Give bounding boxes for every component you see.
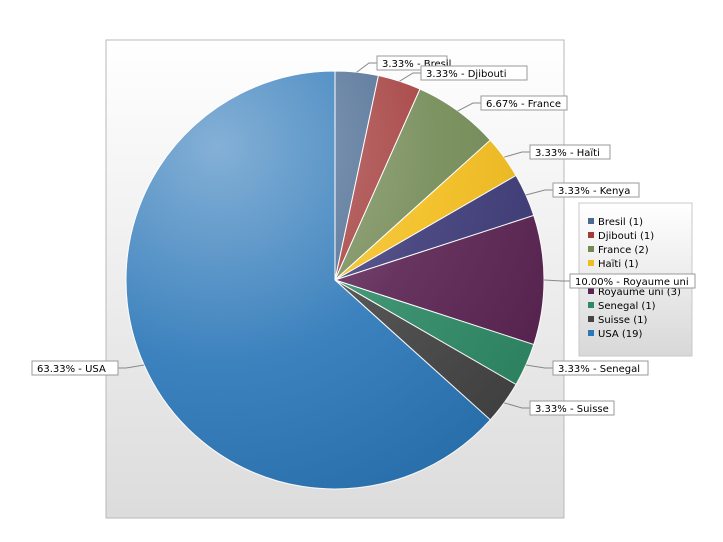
callout-label: 3.33% - Djibouti [426, 69, 507, 80]
callout-line [399, 72, 421, 82]
legend-entry[interactable]: Haïti (1) [598, 259, 639, 270]
callout-line [543, 279, 570, 282]
callout-box [529, 400, 615, 416]
callout-line [525, 364, 553, 369]
legend-entry[interactable]: Senegal (1) [598, 301, 656, 312]
callout-line [525, 189, 553, 196]
callout-label: 3.33% - Kenya [558, 186, 630, 197]
callout-box [31, 360, 119, 376]
callout-label: 3.33% - Suisse [535, 404, 609, 415]
callout-box [480, 95, 568, 111]
callout-label: 3.33% - Bresil [382, 59, 451, 70]
callout-label: 10.00% - Royaume uni [575, 277, 689, 288]
callout-label: 6.67% - France [486, 99, 561, 110]
legend-swatch [588, 302, 594, 308]
callout-box [552, 360, 649, 376]
legend-swatch [588, 330, 594, 336]
legend-entry[interactable]: USA (19) [598, 329, 642, 340]
legend-swatch [588, 288, 594, 294]
legend-swatch [588, 260, 594, 266]
callout-line [118, 364, 145, 369]
pie-slices [125, 70, 545, 490]
legend-swatch [588, 232, 594, 238]
callout-label: 63.33% - USA [37, 364, 106, 375]
callout-label: 3.33% - Senegal [558, 364, 640, 375]
legend-swatch [588, 218, 594, 224]
callout-box [569, 273, 696, 289]
legend-entry[interactable]: Royaume uni (3) [598, 287, 681, 298]
legend-entry[interactable]: France (2) [598, 245, 649, 256]
legend-swatch [588, 246, 594, 252]
legend-entry[interactable]: Djibouti (1) [598, 231, 654, 242]
callout-label: 3.33% - Haïti [535, 148, 600, 159]
callout-line [356, 62, 377, 73]
legend-swatch [588, 316, 594, 322]
callout-line [503, 151, 530, 158]
callout-box [552, 182, 640, 198]
callout-line [457, 102, 481, 112]
callout-box [420, 65, 528, 81]
legend-entry[interactable]: Bresil (1) [598, 217, 643, 228]
legend-entry[interactable]: Suisse (1) [598, 315, 647, 326]
callout-line [503, 402, 530, 409]
callout-box [529, 144, 611, 160]
